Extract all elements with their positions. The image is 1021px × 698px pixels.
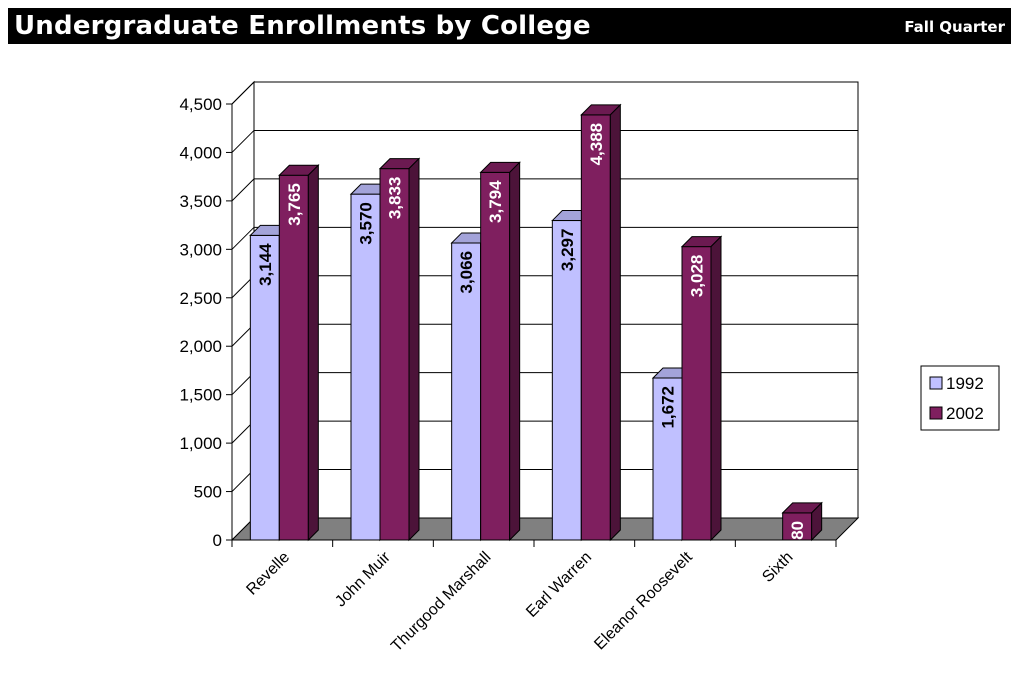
y-tick-label: 1,500 <box>179 386 222 405</box>
y-tick-label: 1,000 <box>179 434 222 453</box>
data-label: 3,833 <box>386 177 405 220</box>
data-label: 3,297 <box>558 229 577 272</box>
bar-front <box>652 377 683 541</box>
bar-2002 <box>479 161 521 542</box>
bar-side <box>408 157 420 542</box>
gridline <box>231 81 858 105</box>
y-tick-label: 0 <box>213 531 222 550</box>
title-bar: Undergraduate Enrollments by College Fal… <box>8 8 1011 44</box>
legend-entry: 2002 <box>946 404 984 423</box>
bar-side <box>811 501 823 542</box>
bar-side <box>609 103 621 542</box>
legend-entry: 1992 <box>946 374 984 393</box>
bar-front <box>551 220 582 541</box>
data-label: 3,794 <box>486 180 505 223</box>
bar-side <box>509 161 521 542</box>
x-category-label: Thurgood Marshall <box>388 549 494 655</box>
gridline <box>231 129 858 153</box>
bar-side <box>710 235 722 542</box>
bar-front <box>278 174 309 541</box>
bar-2002 <box>580 103 622 542</box>
bar-2002 <box>781 501 823 542</box>
bar-2002 <box>378 157 421 542</box>
data-label: 3,028 <box>688 255 707 298</box>
y-axis: 0 500 1,000 1,500 2,000 2,500 3,000 3,500 4,000 4… <box>179 95 233 550</box>
y-tick-label: 500 <box>194 483 222 502</box>
bar-side <box>307 164 319 542</box>
data-label: 4,388 <box>587 123 606 166</box>
x-category-label: Eleanor Roosevelt <box>591 548 696 653</box>
chart-bars: 3,144 3,765 3,570 3,833 3,066 3,794 3,297 4,388… <box>249 103 823 549</box>
bar-2002 <box>278 164 320 542</box>
x-category-label: Earl Warren <box>523 549 595 621</box>
y-tick-label: 4,000 <box>179 143 222 162</box>
y-tick-label: 3,000 <box>179 240 222 259</box>
x-category-label: John Muir <box>332 548 394 610</box>
data-label: 1,672 <box>659 386 678 429</box>
gridline <box>231 226 858 250</box>
bar-front <box>681 246 712 541</box>
bar-2002 <box>680 235 723 542</box>
bar-front <box>480 171 511 541</box>
gridline <box>231 178 858 202</box>
chart-walls <box>231 80 859 542</box>
bar-front <box>580 114 611 541</box>
chart-legend: 1992 2002 <box>920 365 1000 431</box>
y-tick-label: 4,500 <box>179 95 222 114</box>
x-category-label: Sixth <box>759 549 796 586</box>
data-label: 3,144 <box>256 243 275 286</box>
bar-front <box>379 168 410 541</box>
chart-floor-plane <box>230 517 860 541</box>
data-label: 280 <box>788 521 807 549</box>
data-label: 3,570 <box>357 202 376 245</box>
y-tick-label: 2,500 <box>179 289 222 308</box>
data-label: 3,765 <box>285 183 304 226</box>
chart-floor <box>230 517 860 541</box>
bar-front <box>249 234 280 541</box>
page-subtitle: Fall Quarter <box>904 18 1005 36</box>
legend-swatch <box>929 406 943 420</box>
y-tick-label: 3,500 <box>179 192 222 211</box>
data-label: 3,066 <box>457 251 476 294</box>
legend-swatch <box>929 376 943 390</box>
x-category-label: Revelle <box>243 549 293 599</box>
bar-front <box>782 512 813 541</box>
bar-front <box>350 193 381 541</box>
y-tick-label: 2,000 <box>179 337 222 356</box>
page-title: Undergraduate Enrollments by College <box>14 11 591 41</box>
